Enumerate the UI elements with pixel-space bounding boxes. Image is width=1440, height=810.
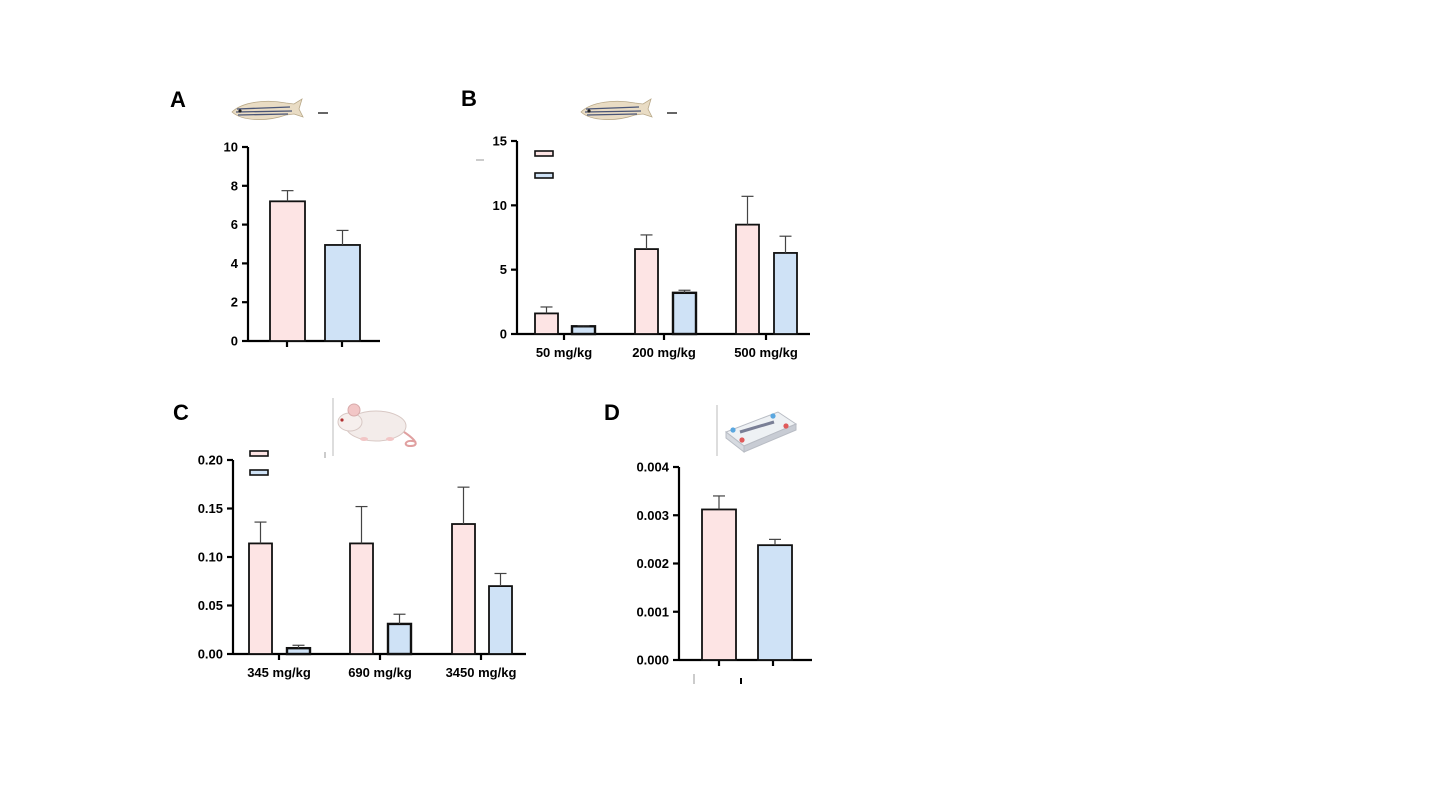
y-tick-label: 4 xyxy=(231,256,239,271)
bar-series-2 xyxy=(773,252,798,335)
y-tick-label: 0 xyxy=(500,327,507,342)
bar-series-2 xyxy=(488,585,513,655)
bar-series-1 xyxy=(634,248,659,335)
y-tick-label: 6 xyxy=(231,217,238,232)
y-tick-label: 0.004 xyxy=(636,460,669,475)
y-tick-label: 0.003 xyxy=(636,508,669,523)
chart-panel-b: 0 5 10 15 50 mg/kg 200 mg/kg 500 mg/kg xyxy=(493,134,810,360)
x-category-label: 500 mg/kg xyxy=(734,345,798,360)
chart-panel-a: 0 2 4 6 8 10 xyxy=(224,140,380,349)
bar-series-2 xyxy=(757,544,793,661)
x-category-label: 50 mg/kg xyxy=(536,345,592,360)
bar-series-1 xyxy=(248,542,273,655)
panel-label-d: D xyxy=(604,400,620,425)
x-category-label: 3450 mg/kg xyxy=(446,665,517,680)
bar-series-1 xyxy=(534,312,559,335)
x-category-label: 690 mg/kg xyxy=(348,665,412,680)
y-tick-label: 0.20 xyxy=(198,453,223,468)
y-tick-label: 5 xyxy=(500,262,507,277)
bar-series-1 xyxy=(451,523,476,655)
bar-series-2 xyxy=(324,244,361,342)
x-category-label: 200 mg/kg xyxy=(632,345,696,360)
zebrafish-icon xyxy=(580,98,677,120)
legend-swatch-1 xyxy=(534,150,554,157)
bar-series-1 xyxy=(349,542,374,655)
y-tick-label: 8 xyxy=(231,178,238,193)
bar-series-2 xyxy=(671,291,698,336)
panel-label-c: C xyxy=(173,400,189,425)
y-tick-label: 0 xyxy=(231,334,238,349)
chart-panel-c: 0.00 0.05 0.10 0.15 0.20 345 mg/kg 690 mg/kg 34… xyxy=(198,450,526,680)
bar-series-1 xyxy=(269,200,306,342)
x-category-label: 345 mg/kg xyxy=(247,665,311,680)
y-tick-label: 15 xyxy=(493,134,507,149)
legend-swatch-2 xyxy=(534,172,554,179)
y-tick-label: 10 xyxy=(224,140,238,155)
y-tick-label: 0.001 xyxy=(636,604,669,619)
bar-series-1 xyxy=(735,223,760,335)
zebrafish-icon xyxy=(231,98,328,120)
mouse-icon xyxy=(337,403,417,448)
y-tick-label: 0.000 xyxy=(636,653,669,668)
organ-chip-icon xyxy=(724,411,798,454)
y-tick-label: 10 xyxy=(493,198,507,213)
y-tick-label: 0.10 xyxy=(198,550,223,565)
bar-series-1 xyxy=(701,508,737,661)
y-tick-label: 0.002 xyxy=(636,556,669,571)
legend-swatch-2 xyxy=(249,469,269,476)
legend-swatch-1 xyxy=(249,450,269,457)
y-tick-label: 0.15 xyxy=(198,501,223,516)
bar-series-2 xyxy=(386,622,413,656)
bar-series-2 xyxy=(570,325,597,336)
bar-series-2 xyxy=(285,646,312,656)
y-tick-label: 2 xyxy=(231,295,238,310)
panel-label-b: B xyxy=(461,86,477,111)
y-tick-label: 0.00 xyxy=(198,647,223,662)
y-tick-label: 0.05 xyxy=(198,598,223,613)
panel-label-a: A xyxy=(170,87,186,112)
chart-panel-d: 0.000 0.001 0.002 0.003 0.004 xyxy=(636,460,812,668)
